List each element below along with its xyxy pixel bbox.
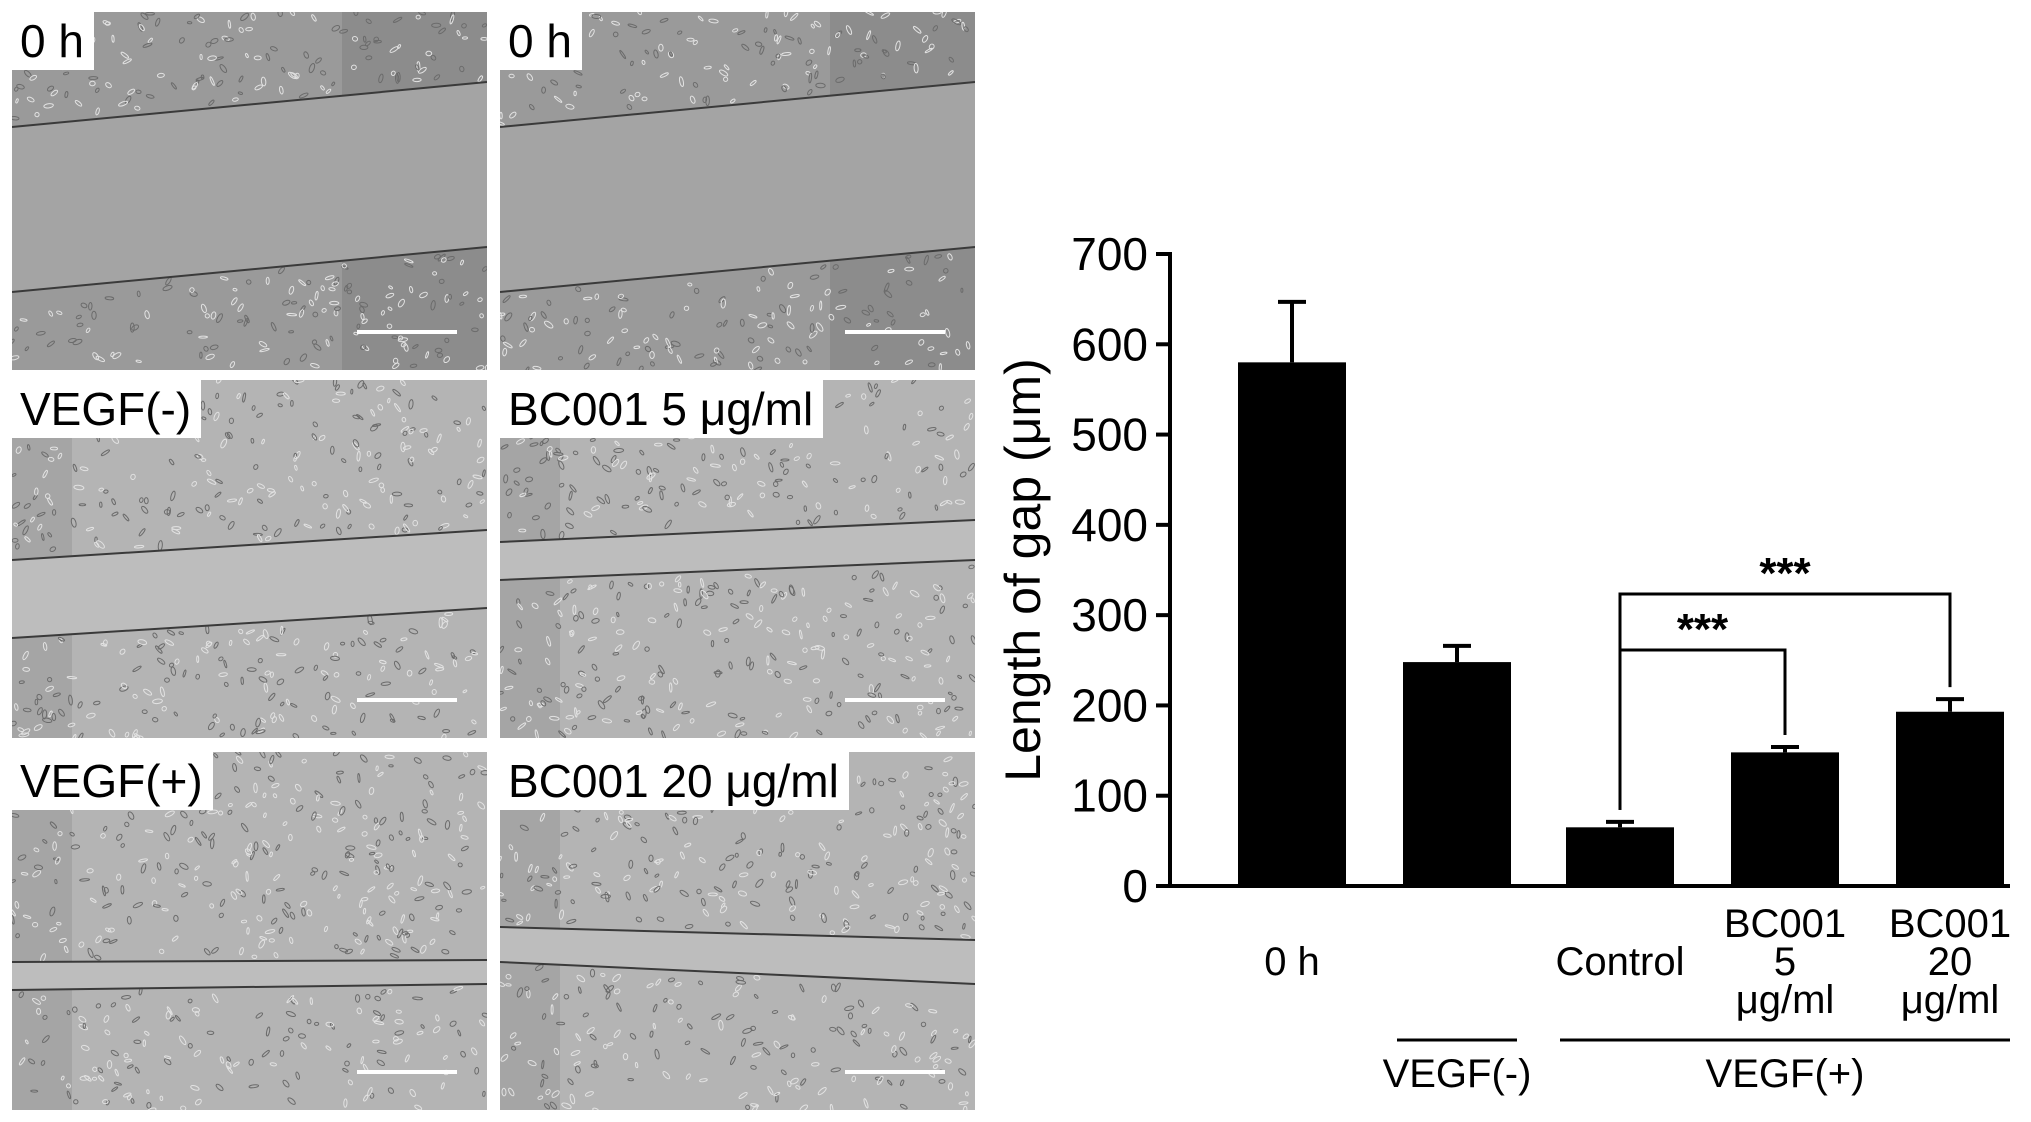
significance-bracket (1618, 592, 1952, 810)
micrograph-image (12, 12, 487, 370)
panel-label: BC001 5 μg/ml (500, 380, 824, 438)
y-tick-label: 700 (1071, 228, 1148, 280)
y-tick-label: 400 (1071, 499, 1148, 551)
y-tick-label: 200 (1071, 679, 1148, 731)
bar (1566, 827, 1674, 886)
micrograph-panel: VEGF(+) (12, 752, 487, 1110)
significance-label: *** (1677, 605, 1729, 654)
group-label: VEGF(-) (1383, 1052, 1532, 1096)
micrograph-panel: 0 h (500, 12, 975, 370)
y-tick-label: 0 (1122, 860, 1148, 912)
micrograph-image (500, 12, 975, 370)
panel-label: 0 h (12, 12, 94, 70)
panel-label: VEGF(+) (12, 752, 213, 810)
x-category-label: BC001 (1724, 902, 1846, 946)
x-category-label: Control (1556, 940, 1685, 984)
y-tick-label: 500 (1071, 409, 1148, 461)
panel-label: BC001 20 μg/ml (500, 752, 849, 810)
bar (1403, 662, 1511, 886)
y-axis-label: Length of gap (μm) (1000, 358, 1051, 782)
x-category-label: BC001 (1889, 902, 2011, 946)
micrograph-image (500, 752, 975, 1110)
micrograph-image (12, 380, 487, 738)
micrograph-image (500, 380, 975, 738)
significance-label: *** (1759, 549, 1811, 598)
gap-length-bar-chart: 0 100 200 300 400 500 600 700 Length of gap (μm)… (1000, 228, 2011, 1096)
panel-label: VEGF(-) (12, 380, 202, 438)
bar (1731, 752, 1839, 886)
micrograph-image (12, 752, 487, 1110)
micrograph-panel: BC001 5 μg/ml (500, 380, 975, 738)
micrograph-panel: VEGF(-) (12, 380, 487, 738)
x-category-label: 0 h (1264, 940, 1320, 984)
y-tick-label: 100 (1071, 770, 1148, 822)
x-category-label: μg/ml (1736, 978, 1835, 1022)
y-tick-label: 300 (1071, 589, 1148, 641)
bar (1896, 711, 2004, 886)
x-category-label: μg/ml (1901, 978, 2000, 1022)
y-tick-label: 600 (1071, 318, 1148, 370)
micrograph-panel: 0 h (12, 12, 487, 370)
x-category-label: 5 (1774, 940, 1796, 984)
micrograph-panels: 0 h 0 h VEGF(-) BC001 5 μg/ml VEGF(+) BC… (0, 0, 1000, 1122)
x-category-label: 20 (1928, 940, 1973, 984)
micrograph-panel: BC001 20 μg/ml (500, 752, 975, 1110)
bar (1238, 362, 1346, 886)
group-label: VEGF(+) (1706, 1052, 1865, 1096)
panel-label: 0 h (500, 12, 582, 70)
